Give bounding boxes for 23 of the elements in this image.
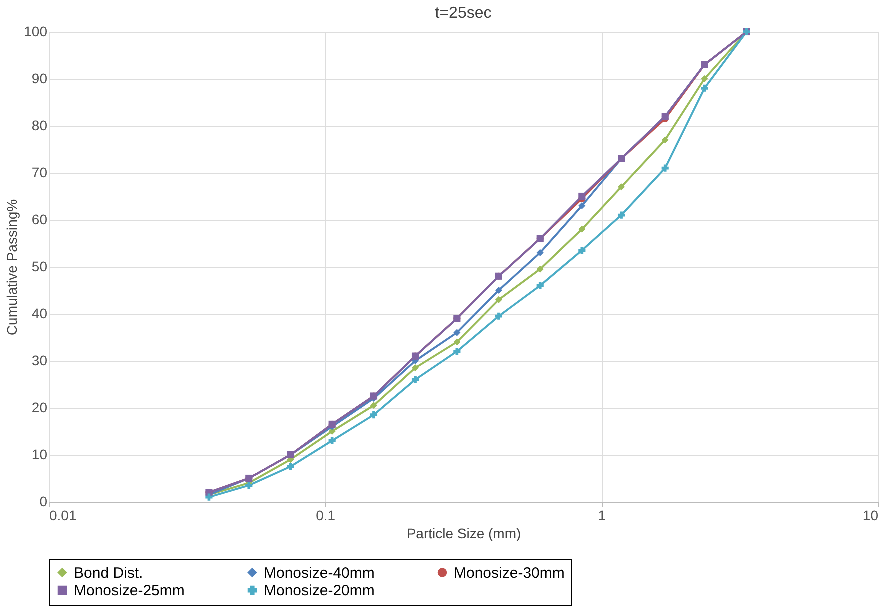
y-tick-label: 0	[40, 494, 48, 510]
x-tick-label: 0.1	[316, 508, 336, 524]
y-tick-label: 30	[32, 352, 48, 368]
legend-label: Monosize-40mm	[264, 564, 375, 582]
legend-label: Bond Dist.	[74, 564, 144, 582]
y-tick-label: 60	[32, 212, 48, 228]
legend-label: Monosize-30mm	[454, 564, 565, 582]
y-tick-label: 100	[24, 24, 48, 40]
x-axis-title: Particle Size (mm)	[406, 526, 522, 542]
y-tick-label: 40	[32, 306, 48, 322]
y-tick-label: 50	[32, 258, 48, 274]
x-tick-label: 10	[862, 508, 879, 524]
x-tick-label: 1	[598, 508, 606, 524]
legend-label: Monosize-25mm	[74, 582, 185, 600]
y-tick-label: 80	[32, 118, 48, 134]
y-tick-label: 70	[32, 164, 48, 180]
x-tick-label: 0.01	[50, 508, 77, 524]
y-axis-title: Cumulative Passing%	[4, 199, 20, 336]
chart-title: t=25sec	[435, 5, 492, 22]
y-tick-label: 20	[32, 400, 48, 416]
y-tick-label: 10	[32, 446, 48, 462]
legend-label: Monosize-20mm	[264, 582, 375, 600]
y-tick-label: 90	[32, 70, 48, 86]
